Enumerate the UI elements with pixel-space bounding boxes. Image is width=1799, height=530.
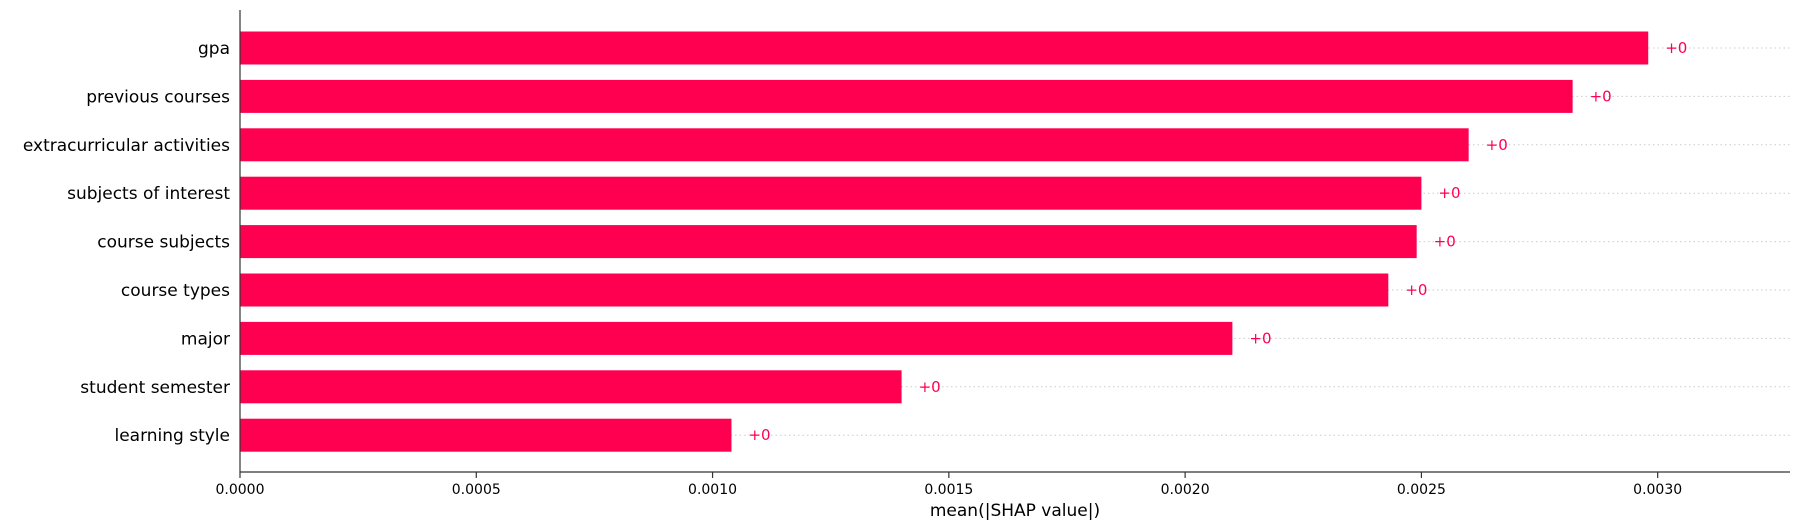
data-label: +0 [1438,184,1460,202]
x-tick-label: 0.0015 [924,482,973,498]
category-labels: gpa previous courses extracurricular activ… [23,39,230,446]
category-label: learning style [114,426,230,446]
bar [240,79,1573,113]
x-tick-label: 0.0025 [1397,482,1446,498]
bar [240,225,1417,259]
data-labels: +0 +0 +0 +0 +0 +0 +0 +0 +0 [748,39,1687,444]
data-label: +0 [1434,233,1456,251]
bar [240,370,902,404]
bar [240,31,1649,65]
data-label: +0 [1405,281,1427,299]
category-label: extracurricular activities [23,136,230,156]
category-label: student semester [80,378,230,398]
data-label: +0 [919,378,941,396]
category-label: course types [121,281,230,301]
x-tick-label: 0.0030 [1633,482,1682,498]
x-tick-label: 0.0020 [1161,482,1210,498]
x-ticks: 0.0000 0.0005 0.0010 0.0015 0.0020 0.0025 0.00… [216,472,1682,498]
data-label: +0 [748,426,770,444]
x-axis-title: mean(|SHAP value|) [930,501,1100,521]
x-tick-label: 0.0005 [452,482,501,498]
bars [240,31,1649,452]
bar [240,321,1233,355]
bar [240,176,1422,210]
category-label: gpa [198,39,230,59]
bar [240,273,1389,307]
data-label: +0 [1590,87,1612,105]
bar [240,418,732,452]
x-tick-label: 0.0010 [688,482,737,498]
data-label: +0 [1665,39,1687,57]
data-label: +0 [1249,329,1271,347]
bar [240,128,1469,162]
category-label: course subjects [97,233,230,253]
category-label: subjects of interest [67,184,230,204]
x-tick-label: 0.0000 [216,482,265,498]
data-label: +0 [1486,136,1508,154]
category-label: previous courses [86,87,230,107]
category-label: major [181,329,230,349]
